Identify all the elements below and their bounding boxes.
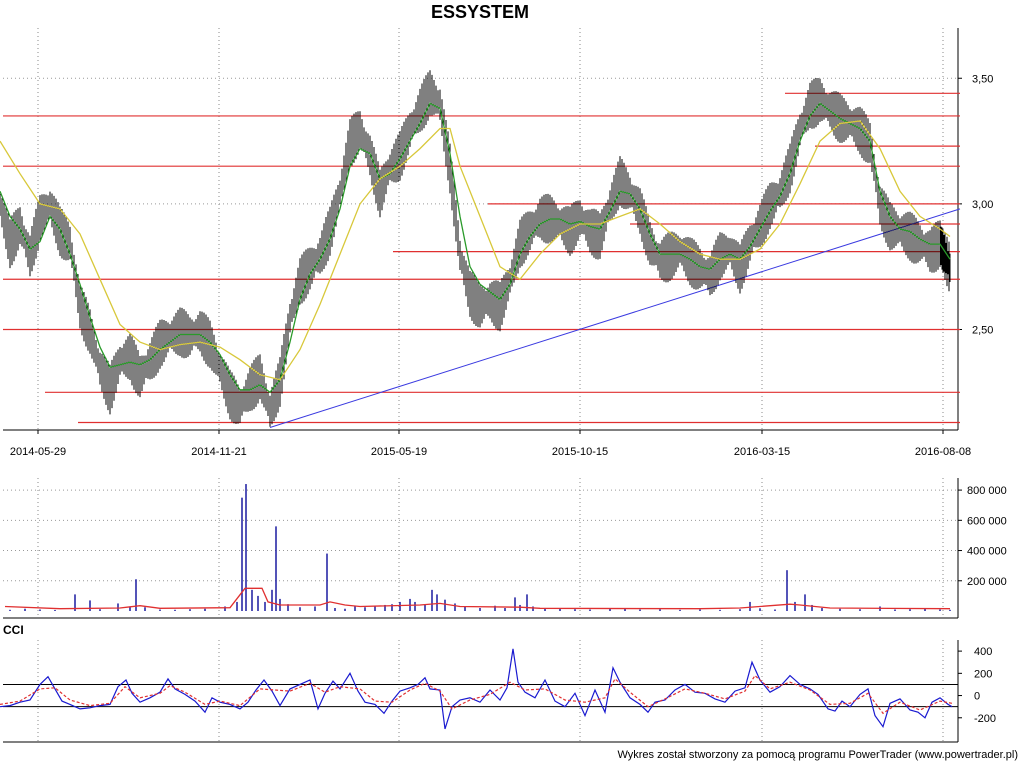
short-moving-average-line [0,102,951,394]
cci-line [0,648,953,730]
long-moving-average-line [0,120,951,381]
volume-tick-label: 800 000 [967,485,1007,497]
y-tick-label: 2,50 [972,325,993,337]
volume-tick-label: 400 000 [967,546,1007,558]
cci-tick-label: -200 [974,713,996,725]
y-tick-label: 3,50 [972,73,993,85]
footer-credit: Wykres został stworzony za pomocą progra… [617,749,1018,761]
x-tick-label: 2014-11-21 [191,446,246,458]
cci-tick-label: 0 [974,691,980,703]
volume-tick-label: 200 000 [967,576,1007,588]
cci-tick-label: 400 [974,646,992,658]
y-tick-label: 3,00 [972,199,993,211]
cci-signal-line [0,674,953,715]
x-tick-label: 2016-03-15 [734,446,790,458]
cci-tick-label: 200 [974,668,992,680]
x-tick-label: 2015-05-19 [371,446,427,458]
trendline [269,208,961,428]
x-tick-label: 2015-10-15 [552,446,608,458]
x-tick-label: 2016-08-08 [915,446,971,458]
x-tick-label: 2014-05-29 [10,446,66,458]
volume-average-line [4,587,951,610]
cci-panel-label: CCI [3,623,24,637]
chart-title: ESSYSTEM [430,2,530,22]
volume-tick-label: 600 000 [967,515,1007,527]
